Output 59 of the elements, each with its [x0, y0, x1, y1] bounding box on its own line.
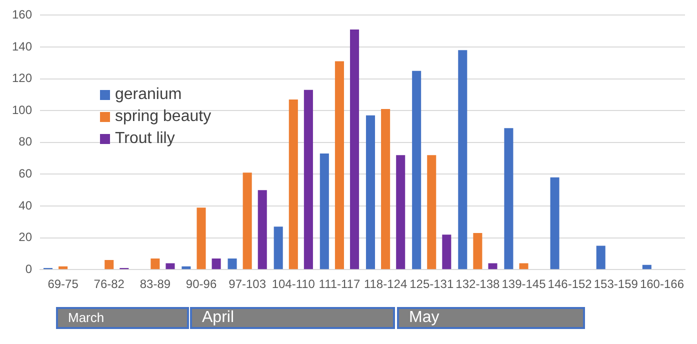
bar — [104, 260, 114, 270]
bar — [381, 109, 390, 270]
bar — [550, 177, 560, 270]
y-tick-label: 40 — [18, 198, 32, 212]
bar — [458, 50, 468, 270]
bar — [304, 90, 313, 270]
bar — [519, 263, 528, 270]
y-tick-label: 120 — [12, 71, 32, 86]
bar — [366, 115, 376, 270]
legend-label: Trout lily — [115, 130, 175, 148]
x-tick-label: 90-96 — [186, 277, 217, 292]
x-tick-label: 97-103 — [228, 277, 266, 292]
y-tick-label: 100 — [12, 102, 32, 117]
bar — [166, 263, 175, 270]
x-tick-label: 111-117 — [318, 277, 360, 292]
bar — [442, 234, 452, 270]
y-tick-label: 160 — [12, 8, 32, 22]
bar — [412, 70, 422, 270]
x-tick-label: 132-138 — [456, 277, 500, 292]
bar — [58, 266, 68, 270]
bar — [596, 246, 606, 270]
bar — [473, 233, 482, 270]
bar — [150, 258, 160, 270]
bar — [288, 99, 298, 270]
y-tick-label: 80 — [18, 134, 32, 149]
legend-label: geranium — [115, 86, 182, 104]
x-tick-label: 69-75 — [48, 277, 79, 292]
bar — [427, 155, 436, 270]
legend-label: spring beauty — [115, 108, 212, 126]
bar — [642, 264, 652, 270]
x-tick-label: 118-124 — [364, 277, 408, 292]
y-tick-label: 0 — [25, 262, 32, 276]
text: March — [56, 307, 189, 329]
x-tick-label: 153-159 — [594, 277, 638, 292]
y-tick-label: 140 — [12, 39, 32, 54]
x-tick-label: 160-166 — [640, 277, 684, 292]
x-tick-label: 146-152 — [548, 277, 592, 292]
x-tick-label: 139-145 — [502, 277, 546, 292]
x-tick-label: 104-110 — [272, 277, 316, 292]
bar — [504, 128, 514, 270]
y-tick-label: 60 — [18, 166, 32, 181]
bar — [320, 154, 329, 270]
x-tick-label: 125-131 — [410, 277, 454, 292]
bar — [242, 172, 252, 270]
bar — [212, 258, 221, 270]
bar — [258, 190, 267, 270]
x-tick-label: 76-82 — [94, 277, 125, 292]
bar — [396, 155, 406, 270]
text: April — [190, 307, 395, 329]
bar — [196, 208, 206, 270]
text: May — [397, 307, 585, 329]
bar — [182, 266, 191, 270]
bar — [334, 61, 344, 270]
x-tick-label: 83-89 — [140, 277, 171, 292]
y-tick-label: 20 — [18, 230, 32, 244]
bar — [274, 226, 283, 270]
bar — [350, 30, 360, 270]
bar — [228, 258, 237, 270]
bar — [488, 263, 498, 270]
